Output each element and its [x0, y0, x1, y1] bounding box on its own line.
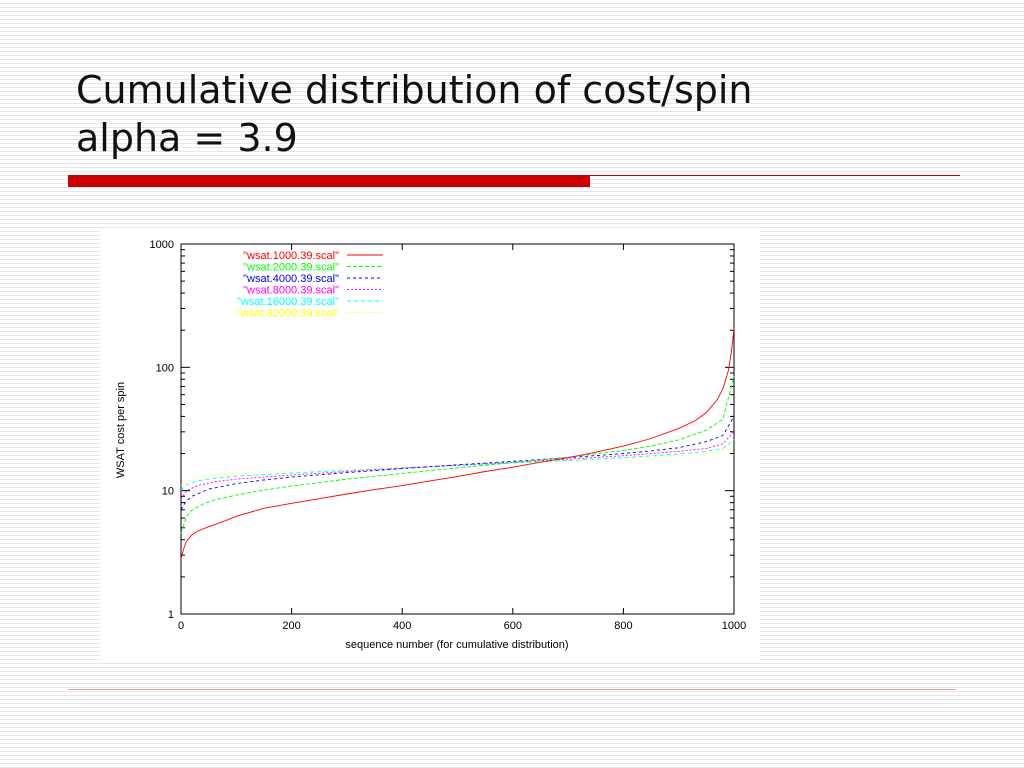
slide-title-line-1: Cumulative distribution of cost/spin — [76, 68, 753, 112]
slide-title-line-2: alpha = 3.9 — [76, 116, 298, 160]
axes: 0 200 400 600 800 1000 1 10 100 1000 — [150, 239, 747, 632]
legend-label-3: "wsat.4000.39.scal" — [243, 273, 339, 285]
series-line-1 — [180, 327, 735, 560]
legend-label-6: "wsat.32000.39.scal" — [237, 308, 339, 320]
x-tick-label: 0 — [178, 620, 184, 632]
x-tick-label: 800 — [614, 620, 632, 632]
legend-label-4: "wsat.8000.39.scal" — [243, 285, 339, 297]
y-axis-label: WSAT cost per spin — [115, 382, 127, 478]
title-underline-bar — [68, 175, 590, 187]
footer-divider — [68, 689, 956, 690]
series-lines — [180, 327, 735, 560]
series-line-3 — [180, 416, 735, 511]
y-tick-label: 100 — [156, 362, 174, 374]
x-tick-label: 600 — [504, 620, 522, 632]
legend: "wsat.1000.39.scal""wsat.2000.39.scal""w… — [237, 250, 383, 320]
y-tick-label: 10 — [162, 486, 174, 498]
series-line-2 — [180, 375, 735, 534]
x-tick-label: 200 — [282, 620, 300, 632]
legend-label-2: "wsat.2000.39.scal" — [243, 262, 339, 274]
x-tick-label: 400 — [393, 620, 411, 632]
chart-area: 0 200 400 600 800 1000 1 10 100 1000 "wsat.1000.3… — [100, 228, 760, 660]
series-line-5 — [180, 439, 735, 492]
series-line-6 — [180, 445, 735, 486]
legend-label-1: "wsat.1000.39.scal" — [243, 250, 339, 262]
x-tick-label: 1000 — [722, 620, 746, 632]
x-axis-label: sequence number (for cumulative distribu… — [345, 639, 568, 651]
y-tick-label: 1000 — [150, 239, 174, 251]
title-underline-thin — [590, 175, 960, 176]
slide-title: Cumulative distribution of cost/spin alp… — [76, 66, 976, 162]
legend-label-5: "wsat.16000.39.scal" — [237, 296, 339, 308]
cost-distribution-chart: 0 200 400 600 800 1000 1 10 100 1000 "wsat.1000.3… — [115, 239, 747, 651]
y-tick-label: 1 — [168, 609, 174, 621]
plot-frame — [180, 243, 735, 615]
